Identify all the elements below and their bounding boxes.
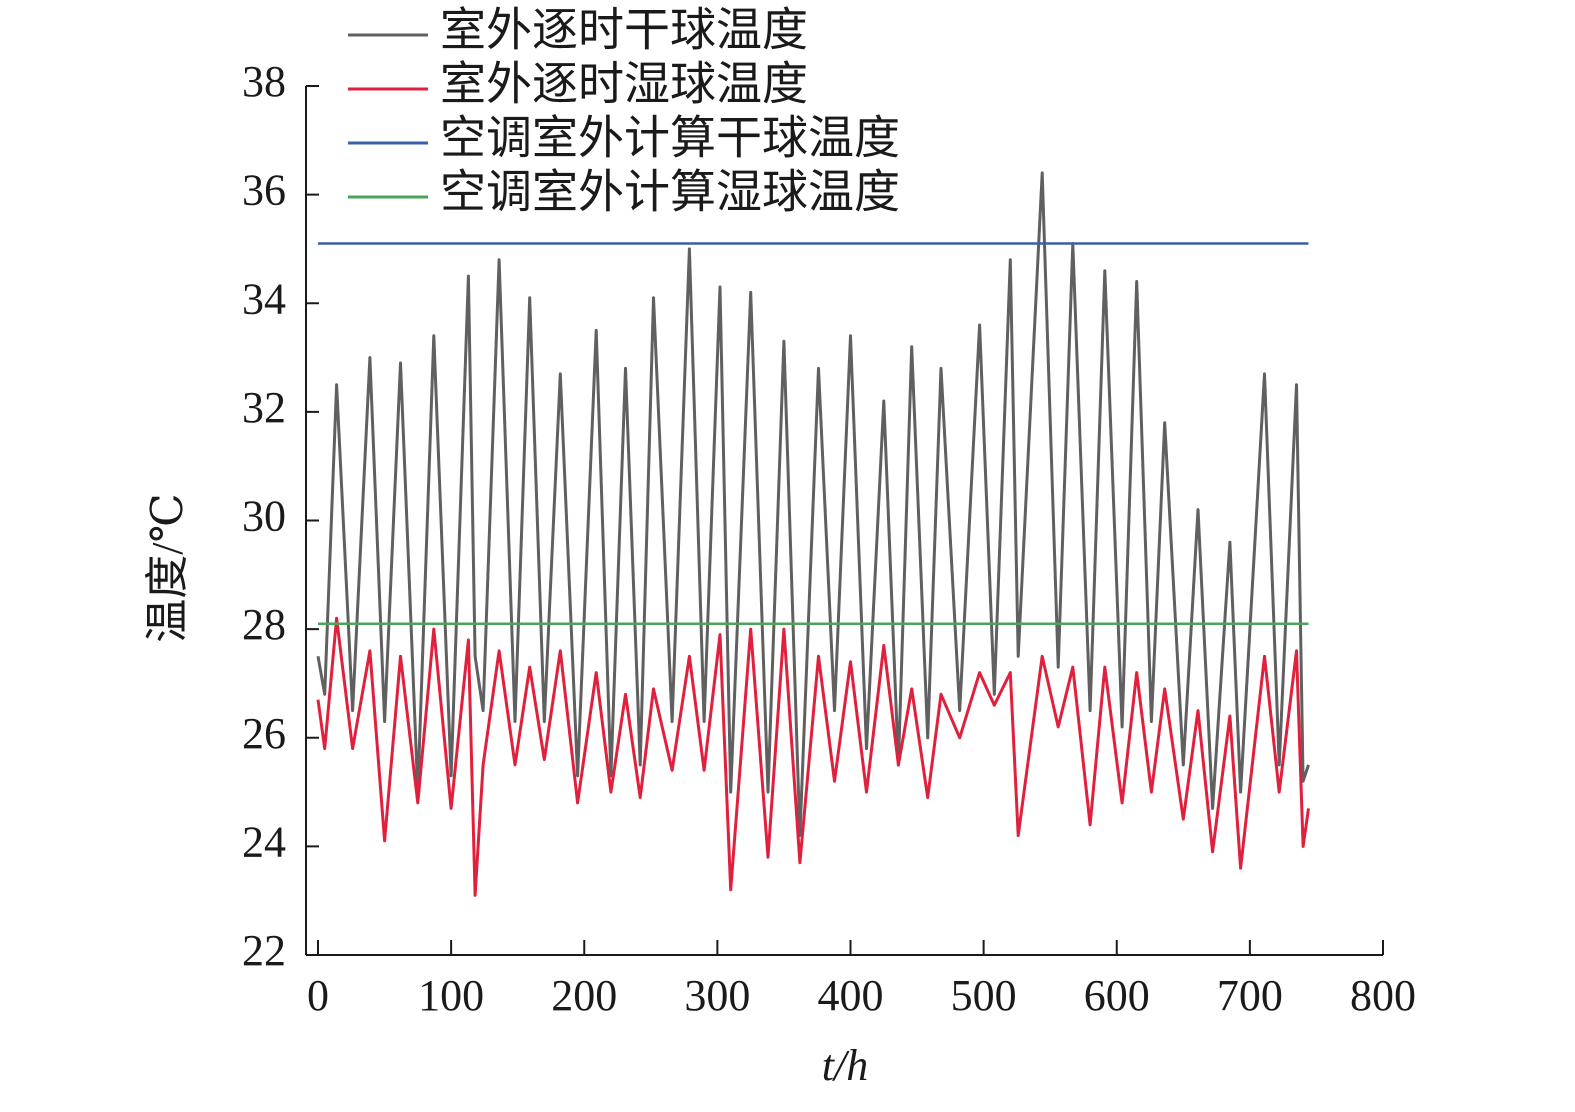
- x-tick-label: 0: [307, 971, 329, 1020]
- series-line: [316, 171, 1310, 837]
- legend-label: 室外逐时湿球温度: [440, 59, 808, 110]
- x-tick-label: 700: [1217, 971, 1283, 1020]
- x-tick-label: 500: [951, 971, 1017, 1020]
- legend-label: 空调室外计算湿球温度: [440, 167, 900, 218]
- x-axis-label: t/h: [822, 1041, 868, 1090]
- y-tick-label: 24: [242, 817, 286, 866]
- y-axis-label: 温度/℃: [143, 493, 192, 642]
- series-line: [316, 616, 1310, 897]
- x-tick-label: 400: [818, 971, 884, 1020]
- y-tick-label: 30: [242, 492, 286, 541]
- y-tick-label: 34: [242, 274, 286, 323]
- x-tick-label: 800: [1350, 971, 1416, 1020]
- x-tick-label: 200: [551, 971, 617, 1020]
- y-tick-label: 36: [242, 166, 286, 215]
- x-tick-label: 600: [1084, 971, 1150, 1020]
- legend-label: 室外逐时干球温度: [440, 5, 808, 56]
- y-tick-label: 22: [242, 926, 286, 975]
- x-tick-label: 300: [684, 971, 750, 1020]
- y-tick-label: 38: [242, 57, 286, 106]
- x-tick-label: 100: [418, 971, 484, 1020]
- y-tick-label: 32: [242, 383, 286, 432]
- legend-label: 空调室外计算干球温度: [440, 113, 900, 164]
- y-tick-label: 28: [242, 600, 286, 649]
- y-tick-label: 26: [242, 709, 286, 758]
